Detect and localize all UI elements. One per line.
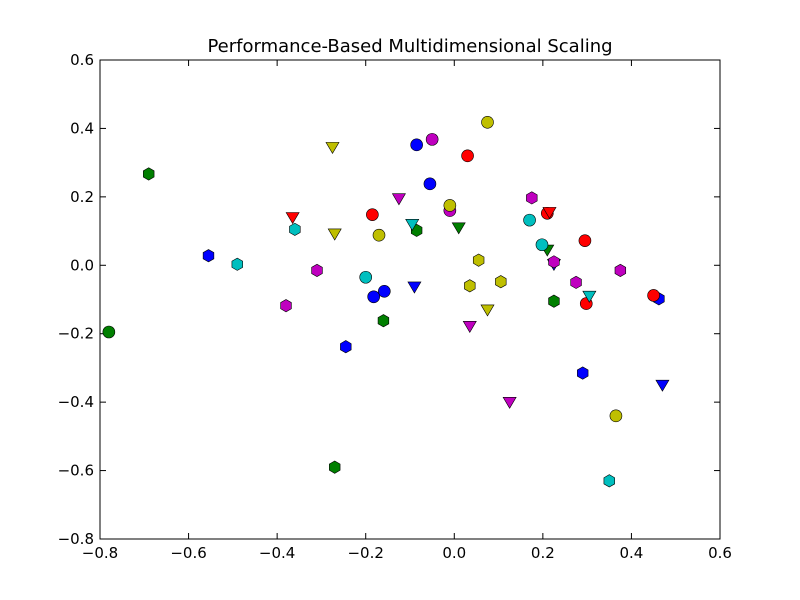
- scatter-point-hexagon: [577, 366, 589, 380]
- scatter-point-circle: [366, 208, 379, 221]
- data-points: [102, 115, 670, 488]
- scatter-point-triangle: [325, 142, 340, 155]
- scatter-point-hexagon: [202, 249, 215, 263]
- y-tick-label: 0.4: [70, 119, 94, 137]
- scatter-point-circle: [367, 290, 380, 304]
- chart-title: Performance-Based Multidimensional Scali…: [207, 36, 612, 57]
- y-tick-label: −0.4: [58, 393, 94, 411]
- scatter-point-hexagon: [329, 460, 341, 474]
- x-tick-label: 0.6: [708, 544, 732, 562]
- scatter-point-hexagon: [570, 275, 582, 289]
- x-tick-label: −0.4: [259, 544, 295, 562]
- x-tick-label: 0.2: [531, 544, 555, 562]
- scatter-point-circle: [423, 177, 437, 191]
- scatter-point-hexagon: [548, 255, 560, 269]
- scatter-point-hexagon: [603, 474, 615, 488]
- scatter-point-hexagon: [289, 222, 301, 236]
- scatter-point-circle: [609, 409, 623, 423]
- scatter-point-triangle: [462, 321, 477, 333]
- plot-area-frame: [99, 59, 721, 540]
- scatter-point-hexagon: [614, 263, 627, 277]
- scatter-point-circle: [372, 228, 386, 242]
- y-tick-label: 0.2: [70, 188, 94, 206]
- scatter-point-triangle: [655, 379, 670, 392]
- scatter-point-triangle: [391, 193, 406, 206]
- scatter-point-circle: [523, 213, 536, 227]
- scatter-point-circle: [410, 138, 423, 152]
- x-tick-label: 0.0: [442, 544, 466, 562]
- scatter-point-triangle: [285, 212, 300, 225]
- scatter-point-hexagon: [472, 253, 485, 267]
- scatter-point-circle: [425, 133, 439, 146]
- axis-ticks: −0.8 −0.6 −0.4 −0.2 0.0 0.2 0.4 0.6 −0.8 −0.6 −0.4…: [58, 51, 732, 562]
- scatter-point-hexagon: [340, 340, 352, 354]
- scatter-point-hexagon: [280, 299, 292, 313]
- y-tick-label: −0.8: [58, 530, 94, 548]
- x-tick-label: 0.4: [619, 544, 643, 562]
- scatter-point-circle: [481, 115, 494, 129]
- scatter-point-circle: [647, 289, 660, 302]
- x-tick-label: −0.8: [82, 544, 118, 562]
- scatter-point-hexagon: [495, 275, 507, 289]
- y-tick-label: −0.2: [58, 325, 94, 343]
- scatter-point-hexagon: [377, 314, 390, 328]
- x-tick-label: −0.2: [347, 544, 383, 562]
- scatter-point-triangle: [327, 228, 342, 241]
- scatter-point-triangle: [451, 222, 466, 235]
- scatter-point-hexagon: [548, 294, 560, 308]
- scatter-point-circle: [359, 270, 373, 284]
- y-tick-label: 0.6: [70, 51, 94, 69]
- scatter-point-triangle: [405, 219, 420, 231]
- scatter-point-triangle: [542, 207, 557, 220]
- scatter-point-circle: [461, 149, 474, 163]
- x-tick-label: −0.6: [170, 544, 206, 562]
- scatter-point-hexagon: [311, 263, 323, 277]
- scatter-point-triangle: [502, 396, 517, 409]
- scatter-point-circle: [443, 199, 457, 212]
- scatter-point-hexagon: [231, 257, 243, 271]
- scatter-point-hexagon: [464, 279, 476, 293]
- scatter-point-circle: [535, 238, 549, 252]
- scatter-point-hexagon: [526, 191, 538, 205]
- scatter-point-triangle: [582, 290, 597, 303]
- scatter-point-triangle: [480, 304, 495, 317]
- y-tick-label: 0.0: [70, 256, 94, 274]
- scatter-point-circle: [102, 325, 116, 339]
- scatter-point-circle: [378, 284, 391, 298]
- scatter-point-hexagon: [143, 167, 155, 181]
- y-tick-label: −0.6: [58, 462, 94, 480]
- scatter-point-circle: [578, 234, 592, 247]
- scatter-point-triangle: [407, 281, 422, 294]
